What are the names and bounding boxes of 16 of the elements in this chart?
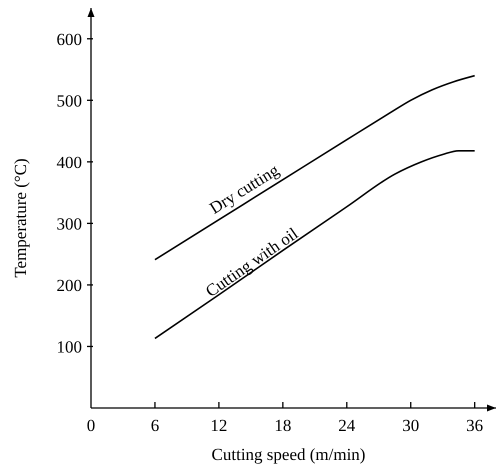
x-tick-label: 0 bbox=[86, 416, 96, 435]
y-axis-title: Temperature (°C) bbox=[11, 158, 30, 278]
x-tick-label: 24 bbox=[338, 416, 356, 435]
x-tick-label: 12 bbox=[210, 416, 228, 435]
y-tick-label: 100 bbox=[56, 337, 82, 356]
x-tick-label: 18 bbox=[274, 416, 292, 435]
x-tick-label: 6 bbox=[150, 416, 160, 435]
y-tick-label: 400 bbox=[56, 152, 82, 172]
x-tick-label: 36 bbox=[466, 416, 484, 435]
y-tick-label: 200 bbox=[56, 276, 82, 295]
y-tick-label: 500 bbox=[56, 91, 82, 110]
x-axis-title: Cutting speed (m/min) bbox=[212, 445, 366, 464]
x-tick-label: 30 bbox=[402, 416, 420, 435]
y-tick-label: 600 bbox=[56, 30, 82, 49]
line-series bbox=[154, 150, 476, 340]
y-tick-label: 300 bbox=[56, 214, 82, 234]
